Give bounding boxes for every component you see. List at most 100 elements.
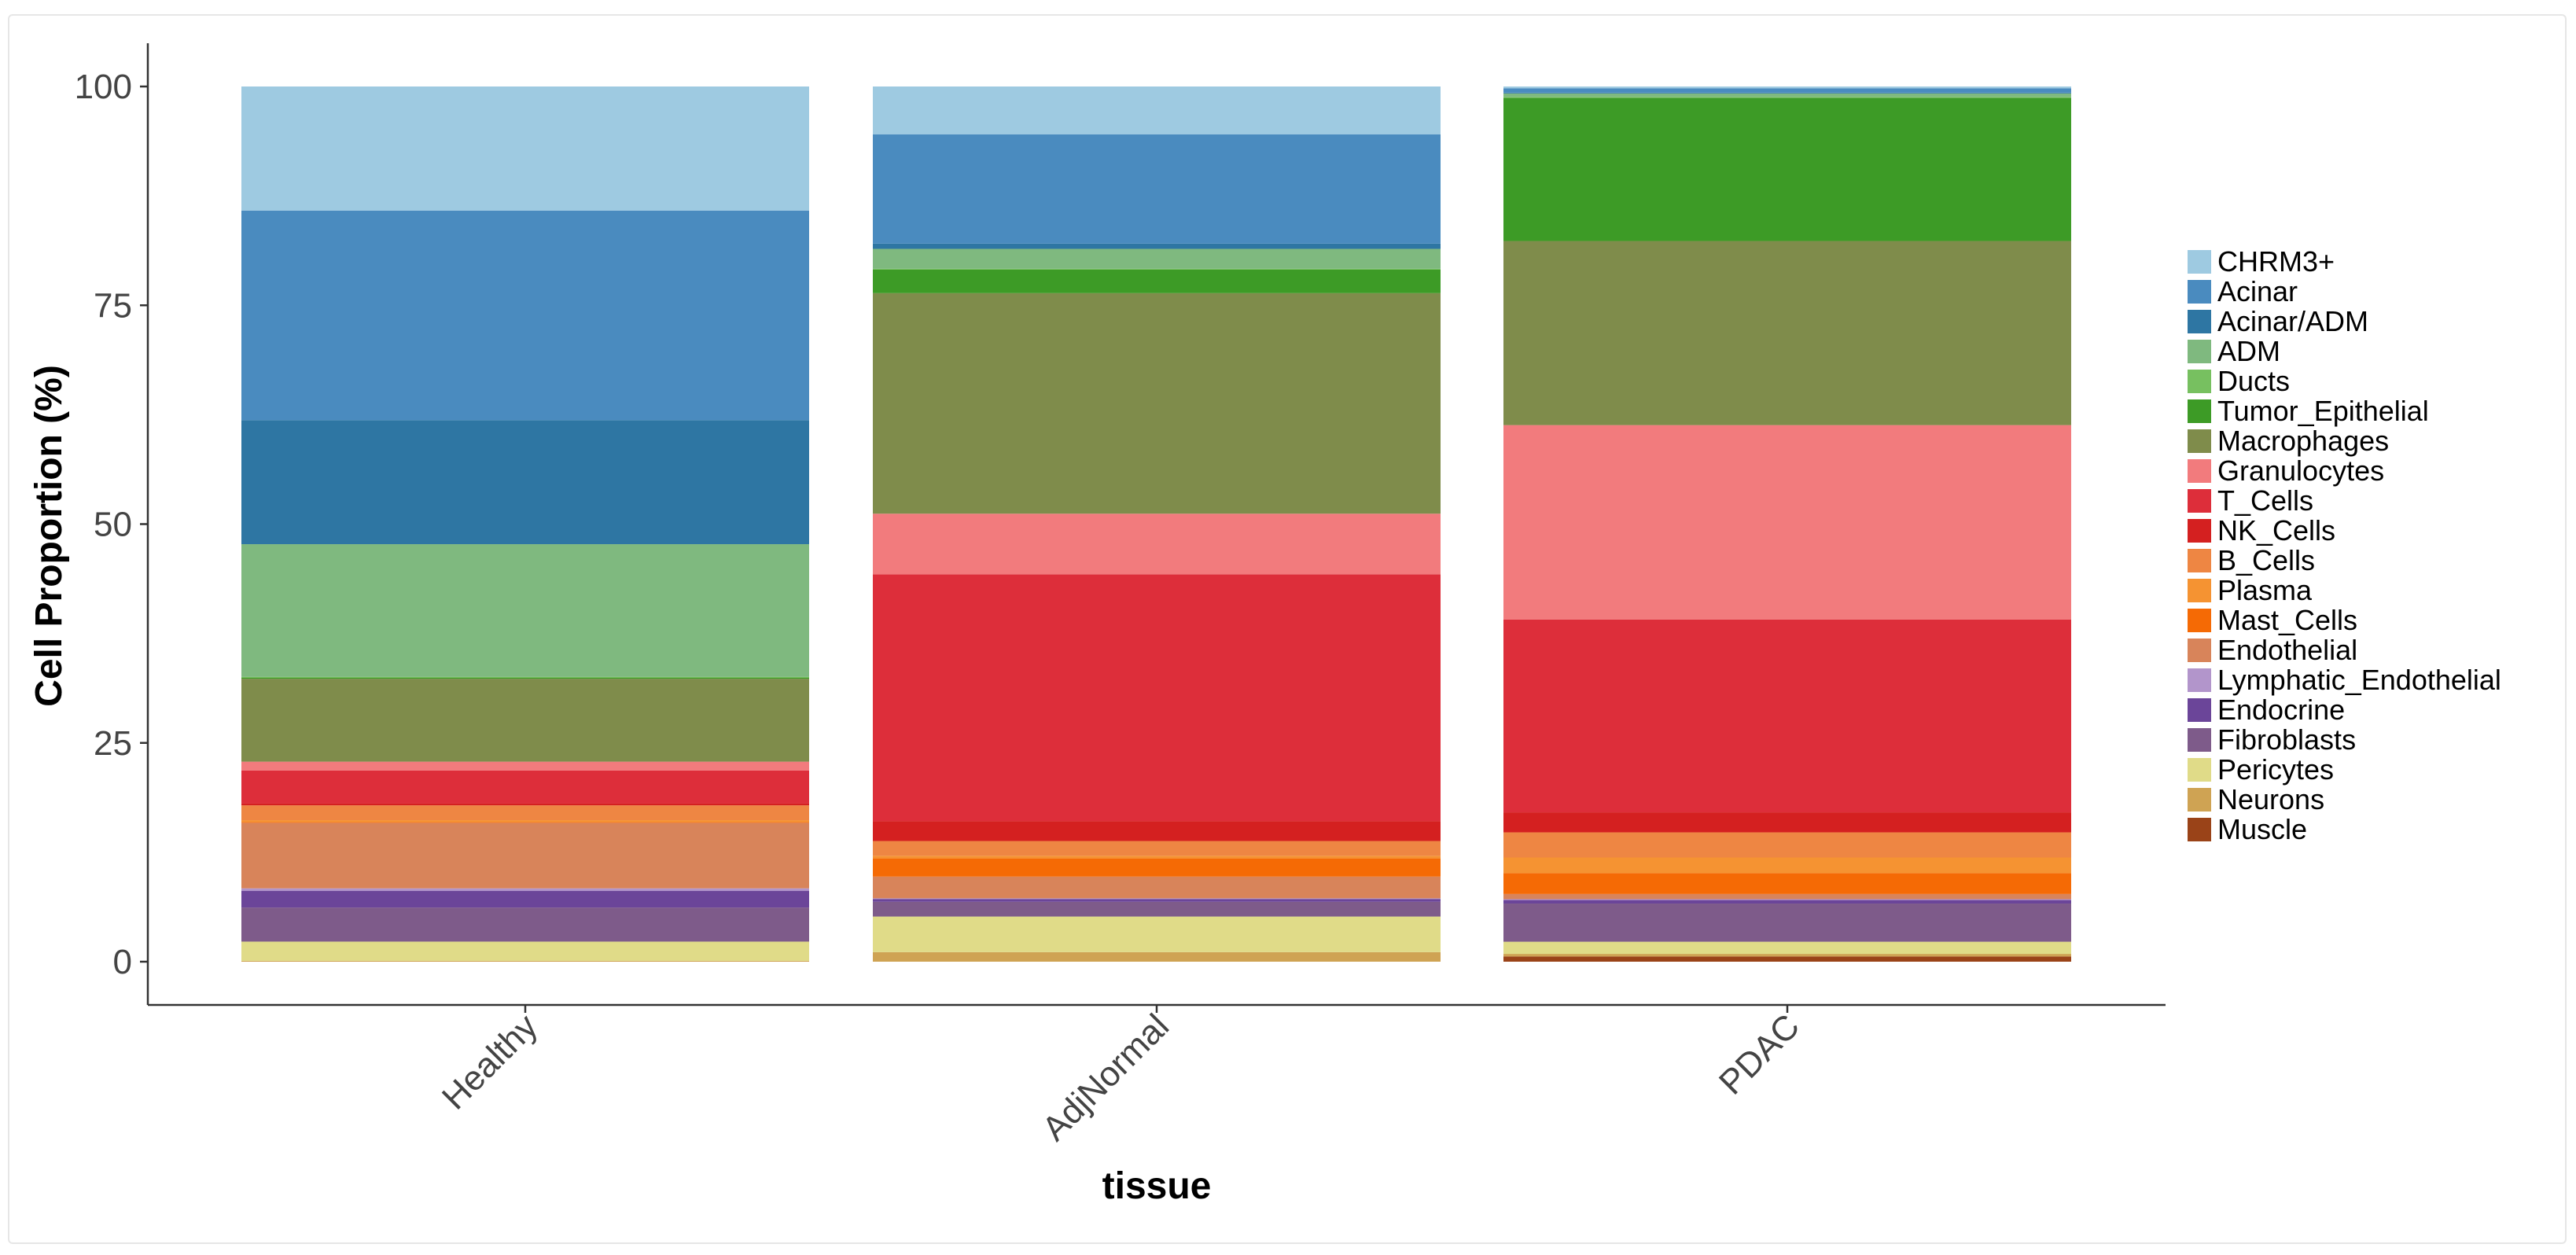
legend-label-acinar-adm: Acinar/ADM [2217, 305, 2368, 337]
bar-segment-healthy-endothelial [241, 823, 809, 889]
bar-segment-adjnormal-acinar-adm [873, 243, 1441, 249]
bar-segment-pdac-acinar [1503, 88, 2071, 93]
bar-segment-pdac-plasma [1503, 857, 2071, 874]
legend-label-ducts: Ducts [2217, 365, 2290, 397]
legend-label-t-cells: T_Cells [2217, 484, 2313, 517]
legend-key-ducts [2188, 370, 2211, 393]
legend-key-granulocytes [2188, 459, 2211, 483]
legend-label-fibroblasts: Fibroblasts [2217, 723, 2356, 756]
legend: CHRM3+AcinarAcinar/ADMADMDuctsTumor_Epit… [2188, 245, 2501, 845]
legend-label-macrophages: Macrophages [2217, 425, 2389, 457]
legend-label-lymphatic-endothelial: Lymphatic_Endothelial [2217, 664, 2501, 696]
bar-segment-adjnormal-adm [873, 248, 1441, 269]
legend-key-fibroblasts [2188, 728, 2211, 752]
y-tick-label: 100 [75, 68, 132, 106]
bar-segment-healthy-mast-cells [241, 822, 809, 823]
x-axis-title: tissue [1102, 1165, 1212, 1207]
y-tick-label: 75 [94, 286, 132, 325]
bar-segment-healthy-tumor-epithelial [241, 677, 809, 679]
legend-label-mast-cells: Mast_Cells [2217, 604, 2357, 636]
bar-segment-adjnormal-nk-cells [873, 821, 1441, 841]
bar-segment-adjnormal-neurons [873, 951, 1441, 962]
legend-label-neurons: Neurons [2217, 783, 2324, 815]
legend-label-chrm3: CHRM3+ [2217, 245, 2335, 278]
legend-label-muscle: Muscle [2217, 813, 2307, 845]
bar-segment-adjnormal-macrophages [873, 293, 1441, 514]
bar-segment-adjnormal-b-cells [873, 841, 1441, 856]
bar-segment-adjnormal-endothelial [873, 876, 1441, 899]
bar-segment-adjnormal-lymphatic-endothelial [873, 898, 1441, 900]
bar-segment-healthy-chrm3 [241, 86, 809, 211]
legend-key-lymphatic-endothelial [2188, 668, 2211, 692]
bar-segment-healthy-lymphatic-endothelial [241, 888, 809, 892]
legend-label-nk-cells: NK_Cells [2217, 514, 2335, 547]
legend-key-mast-cells [2188, 609, 2211, 632]
bar-segment-adjnormal-mast-cells [873, 858, 1441, 877]
bar-segment-adjnormal-granulocytes [873, 513, 1441, 575]
bar-segment-pdac-neurons [1503, 954, 2071, 957]
bars-layer [241, 86, 2071, 962]
bar-segment-healthy-adm [241, 544, 809, 677]
bar-segment-adjnormal-acinar [873, 134, 1441, 244]
legend-key-endocrine [2188, 698, 2211, 722]
bar-segment-pdac-tumor-epithelial [1503, 98, 2071, 241]
legend-key-plasma [2188, 579, 2211, 602]
bar-segment-pdac-fibroblasts [1503, 904, 2071, 942]
bar-segment-pdac-nk-cells [1503, 812, 2071, 833]
legend-key-nk-cells [2188, 519, 2211, 543]
bar-segment-adjnormal-fibroblasts [873, 901, 1441, 917]
legend-key-chrm3 [2188, 250, 2211, 274]
legend-key-t-cells [2188, 489, 2211, 513]
bar-segment-adjnormal-chrm3 [873, 86, 1441, 134]
y-tick-label: 25 [94, 724, 132, 763]
y-axis-title: Cell Proportion (%) [28, 365, 70, 707]
legend-key-neurons [2188, 788, 2211, 812]
bar-segment-adjnormal-pericytes [873, 916, 1441, 952]
legend-key-macrophages [2188, 429, 2211, 453]
bar-segment-healthy-neurons [241, 960, 809, 962]
bar-segment-pdac-endocrine [1503, 900, 2071, 904]
y-tick-label: 50 [94, 506, 132, 544]
legend-key-muscle [2188, 818, 2211, 841]
bar-segment-healthy-fibroblasts [241, 907, 809, 942]
legend-label-acinar: Acinar [2217, 275, 2298, 307]
legend-label-b-cells: B_Cells [2217, 544, 2315, 576]
bar-segment-pdac-endothelial [1503, 893, 2071, 900]
bar-segment-healthy-ducts [241, 676, 809, 678]
bar-segment-adjnormal-endocrine [873, 899, 1441, 902]
legend-key-b-cells [2188, 549, 2211, 572]
bar-segment-healthy-pericytes [241, 941, 809, 961]
x-tick-label-adjnormal: AdjNormal [1035, 1007, 1176, 1148]
legend-label-pericytes: Pericytes [2217, 753, 2334, 786]
legend-label-endothelial: Endothelial [2217, 634, 2357, 666]
bar-segment-pdac-muscle [1503, 956, 2071, 962]
bar-segment-pdac-granulocytes [1503, 425, 2071, 620]
legend-label-granulocytes: Granulocytes [2217, 455, 2384, 487]
bar-segment-pdac-adm [1503, 93, 2071, 98]
bar-segment-adjnormal-tumor-epithelial [873, 269, 1441, 293]
legend-key-acinar-adm [2188, 310, 2211, 333]
bar-segment-adjnormal-ducts [873, 268, 1441, 270]
legend-key-pericytes [2188, 758, 2211, 782]
x-tick-label-healthy: Healthy [435, 1007, 545, 1117]
bar-segment-healthy-acinar-adm [241, 420, 809, 545]
legend-key-acinar [2188, 280, 2211, 304]
bar-segment-pdac-chrm3 [1503, 86, 2071, 89]
bar-segment-healthy-plasma [241, 820, 809, 823]
bar-segment-adjnormal-plasma [873, 856, 1441, 859]
bar-segment-healthy-endocrine [241, 891, 809, 908]
bar-segment-pdac-mast-cells [1503, 873, 2071, 894]
bar-segment-pdac-macrophages [1503, 241, 2071, 425]
bar-segment-healthy-t-cells [241, 770, 809, 804]
bar-segment-healthy-nk-cells [241, 803, 809, 806]
legend-key-adm [2188, 340, 2211, 363]
x-tick-label-pdac: PDAC [1712, 1007, 1807, 1102]
legend-label-plasma: Plasma [2217, 574, 2313, 606]
y-tick-label: 0 [113, 943, 132, 981]
bar-segment-adjnormal-t-cells [873, 574, 1441, 822]
bar-segment-healthy-macrophages [241, 679, 809, 762]
bar-segment-pdac-t-cells [1503, 619, 2071, 813]
bar-segment-pdac-pericytes [1503, 941, 2071, 955]
bar-segment-healthy-acinar [241, 210, 809, 421]
